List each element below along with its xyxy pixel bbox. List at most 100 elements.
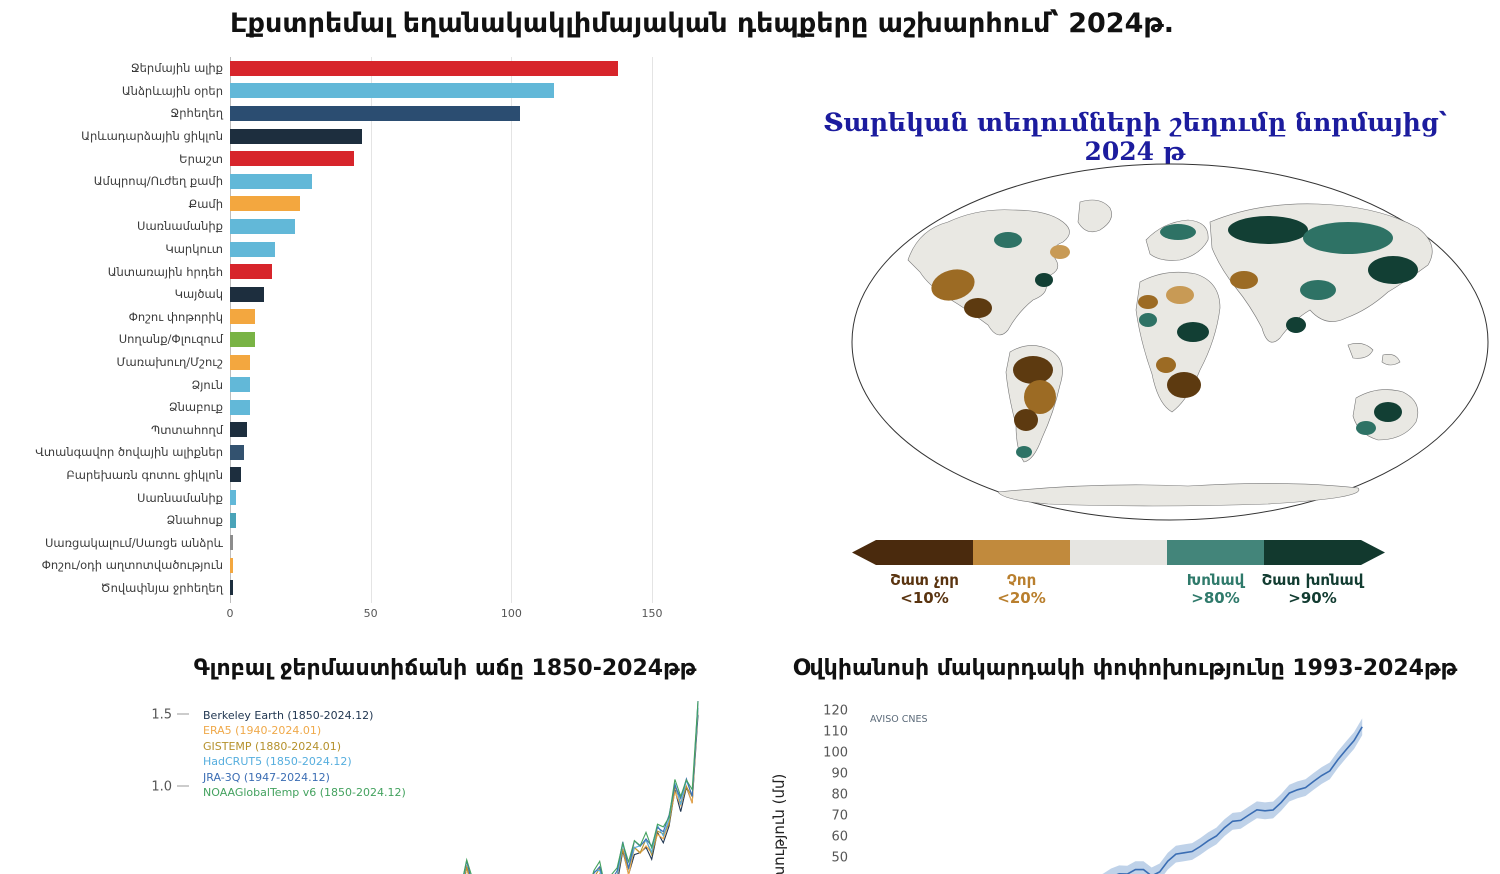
x-tick-label: 50: [363, 607, 378, 620]
bar-row: Անտառային հրդեհ: [20, 260, 710, 283]
bar-category-label: Ծովափնյա ջրհեղեղ: [100, 580, 223, 595]
temp-legend-entry: ERA5 (1940-2024.01): [203, 724, 322, 738]
bar: [230, 444, 245, 460]
bar: [230, 422, 247, 438]
bar-track: [230, 283, 710, 306]
bar-track: [230, 57, 710, 80]
sea-plot: AVISO CNES Փոփոխություն (մմ) 120 110 100 90…: [770, 704, 1363, 874]
dry-anomaly-blob: [1230, 271, 1258, 289]
bar-category-label: Ձնաբուք: [168, 400, 223, 415]
bar: [230, 264, 273, 280]
bar: [230, 218, 295, 234]
bar-track: [230, 147, 710, 170]
legend-label-text: Շատ խոնավ: [1261, 571, 1364, 589]
page-title: Էքստրեմալ եղանակակլիմայական դեպքերը աշխա…: [229, 8, 1175, 39]
y-tick-label: 80: [831, 788, 848, 803]
bar: [230, 354, 250, 370]
temp-chart-title: Գլոբալ ջերմաստիճանի աճը 1850-2024թթ: [193, 656, 697, 681]
wet-anomaly-blob: [1139, 313, 1157, 327]
x-tick-label: 100: [500, 607, 522, 620]
temp-legend-entry: Berkeley Earth (1850-2024.12): [203, 709, 374, 722]
dry-anomaly-blob: [1013, 356, 1053, 384]
sea-chart-title: Օվկիանոսի մակարդակի փոփոխությունը 1993-2…: [792, 656, 1458, 681]
bar-category-label: Կայծակ: [174, 287, 223, 302]
temp-plot: 1.5 1.0: [151, 700, 699, 874]
bar-row: Ամպրոպ/Ուժեղ քամի: [20, 170, 710, 193]
bar: [230, 128, 363, 144]
legend-label: Շատ չոր <10%: [890, 571, 959, 607]
bar: [230, 377, 250, 393]
legend-label: Շատ խոնավ >90%: [1262, 571, 1364, 607]
continent-africa: [1135, 271, 1221, 413]
bar-track: [230, 328, 710, 351]
bar-category-label: Սառնամանիք: [137, 490, 223, 505]
sea-y-axis: 120 110 100 90 80 70 60 50: [823, 704, 848, 866]
continent-north-america: [907, 209, 1070, 336]
bar-row: Փոշու/օդի աղտոտվածություն: [20, 554, 710, 577]
bar-row: Սառցակալում/Սառցե անձրև: [20, 531, 710, 554]
bar-row: Արևադարձային ցիկլոն: [20, 125, 710, 148]
bar-category-label: Սառցակալում/Սառցե անձրև: [44, 535, 223, 550]
sea-level-line: [1116, 726, 1363, 874]
bar: [230, 580, 233, 596]
bar-row: Երաշտ: [20, 147, 710, 170]
bar-category-label: Վտանգավոր ծովային ալիքներ: [35, 445, 223, 460]
bar: [230, 467, 242, 483]
bar-rows: Ջերմային ալիք Անձրևային օրեր Ջրհեղեղ Արևադա…: [20, 57, 710, 599]
bar-category-label: Ջրհեղեղ: [170, 106, 223, 121]
bar-track: [230, 531, 710, 554]
y-tick-label: 50: [831, 851, 848, 866]
continent-antarctica: [997, 483, 1360, 507]
temp-y-axis: 1.5 1.0: [151, 708, 189, 795]
bar-category-label: Փոշու փոթորիկ: [128, 309, 223, 324]
sea-level-series: [1102, 718, 1363, 874]
bar-row: Ձյուն: [20, 373, 710, 396]
bar-track: [230, 441, 710, 464]
legend-label-value: <10%: [900, 589, 949, 607]
temp-legend-entry: NOAAGlobalTemp v6 (1850-2024.12): [203, 786, 406, 800]
legend-label-text: Շատ չոր: [890, 571, 959, 589]
bar-track: [230, 351, 710, 374]
dry-anomaly-blob: [1014, 409, 1038, 431]
y-tick-label: 60: [831, 830, 848, 845]
bar-track: [230, 306, 710, 329]
bar-row: Ջերմային ալիք: [20, 57, 710, 80]
bar: [230, 399, 250, 415]
wet-anomaly-blobs: [994, 216, 1418, 458]
bar: [230, 557, 233, 573]
legend-label: Չոր <20%: [997, 571, 1045, 607]
world-map: [851, 163, 1489, 521]
legend-label-text: Չոր: [1006, 571, 1037, 589]
bar-row: Սառնամանիք: [20, 215, 710, 238]
legend-color-bar: [852, 540, 1385, 565]
bar-track: [230, 170, 710, 193]
bar-row: Սառնամանիք: [20, 486, 710, 509]
bar-track: [230, 419, 710, 442]
legend-segment: [1167, 540, 1264, 565]
gridline: [230, 57, 231, 603]
temp-series-line: [463, 701, 699, 874]
bar-row: Պտտահողմ: [20, 419, 710, 442]
dry-anomaly-blob: [931, 269, 975, 301]
bar-category-label: Մառախուղ/Մշուշ: [116, 355, 223, 370]
bar-track: [230, 193, 710, 216]
map-title: Տարեկան տեղումների շեղումը նորմայից՝ 202…: [823, 108, 1447, 166]
bar-category-label: Արևադարձային ցիկլոն: [81, 129, 223, 144]
wet-anomaly-blob: [1374, 402, 1402, 422]
y-tick-label: 110: [823, 725, 848, 740]
dry-anomaly-blob: [964, 298, 992, 318]
bar-x-axis: 0 50 100 150: [20, 607, 710, 623]
wet-anomaly-blob: [1160, 224, 1196, 240]
temp-series-lines: [463, 700, 699, 874]
dry-anomaly-blob: [1167, 372, 1201, 398]
bar: [230, 512, 236, 528]
bar-category-label: Սառնամանիք: [137, 219, 223, 234]
global-temperature-chart: Գլոբալ ջերմաստիճանի աճը 1850-2024թթ Berk…: [140, 656, 750, 874]
x-tick-label: 150: [641, 607, 663, 620]
continent-greenland: [1077, 199, 1112, 233]
bar-category-label: Երաշտ: [179, 151, 223, 166]
legend-segment: [1070, 540, 1167, 565]
dry-anomaly-blob: [1166, 286, 1194, 304]
legend-segment: [1264, 540, 1361, 565]
bar: [230, 196, 301, 212]
